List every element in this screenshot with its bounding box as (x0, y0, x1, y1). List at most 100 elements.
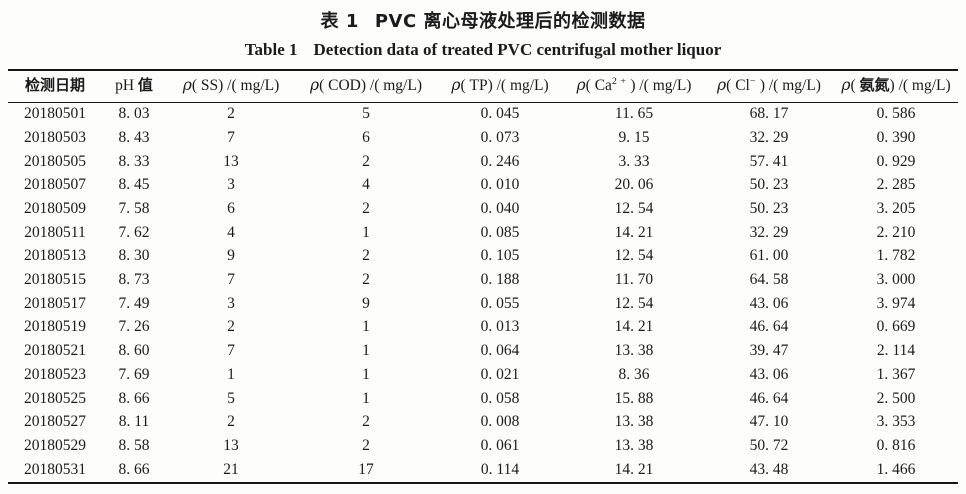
value-cell: 8. 30 (118, 247, 150, 265)
value-cell: 0. 010 (480, 176, 520, 194)
value-cell: 0. 816 (876, 436, 916, 454)
value-cell: 0. 390 (876, 128, 916, 146)
value-cell: 8. 66 (118, 389, 150, 407)
date-cell: 20180505 (24, 152, 86, 170)
value-cell: 32. 29 (749, 223, 789, 241)
value-cell: 1 (227, 365, 235, 383)
value-cell: 39. 47 (749, 342, 789, 360)
value-cell: 0. 061 (480, 436, 520, 454)
column-header: pH 值 (102, 70, 166, 102)
value-cell: 6 (362, 128, 370, 146)
value-cell: 9 (362, 294, 370, 312)
value-cell: 0. 045 (480, 105, 520, 123)
value-cell: 4 (227, 223, 235, 241)
table-row: 20180523 7. 69 1 1 0. 021 8. 36 43. 06 1. 367 (8, 363, 958, 387)
value-cell: 61. 00 (749, 247, 789, 265)
value-cell: 3 (227, 294, 235, 312)
date-cell: 20180507 (24, 176, 86, 194)
header-text: ) /( mg/L) (755, 77, 821, 95)
value-cell: 0. 105 (480, 247, 520, 265)
value-cell: 0. 055 (480, 294, 520, 312)
value-cell: 11. 65 (614, 105, 654, 123)
column-header: ρ( Cl− ) /( mg/L) (704, 70, 834, 102)
value-cell: 1. 466 (876, 460, 916, 478)
date-cell: 20180523 (24, 365, 86, 383)
value-cell: 50. 72 (749, 436, 789, 454)
column-header: ρ( SS) /( mg/L) (166, 70, 296, 102)
value-cell: 8. 60 (118, 342, 150, 360)
value-cell: 14. 21 (614, 223, 654, 241)
value-cell: 13. 38 (614, 342, 654, 360)
value-cell: 2. 210 (876, 223, 916, 241)
date-cell: 20180531 (24, 460, 86, 478)
value-cell: 3. 353 (876, 413, 916, 431)
value-cell: 3. 000 (876, 271, 916, 289)
value-cell: 4 (362, 176, 370, 194)
value-cell: 0. 586 (876, 105, 916, 123)
header-text: 氨氮 (859, 76, 890, 95)
value-cell: 9 (227, 247, 235, 265)
value-cell: 50. 23 (749, 176, 789, 194)
date-cell: 20180509 (24, 200, 86, 217)
value-cell: 8. 66 (118, 460, 150, 478)
value-cell: 20. 06 (614, 176, 654, 194)
header-text: ) /( mg/L) (626, 77, 692, 95)
table-row: 20180525 8. 66 5 1 0. 058 15. 88 46. 64 2. 500 (8, 387, 958, 411)
value-cell: 8. 11 (118, 413, 150, 431)
value-cell: 3. 33 (618, 152, 650, 170)
table-row: 20180507 8. 45 3 4 0. 010 20. 06 50. 23 2. 285 (8, 174, 958, 198)
value-cell: 8. 58 (118, 436, 150, 454)
value-cell: 1 (362, 365, 370, 383)
date-cell: 20180525 (24, 389, 86, 407)
table-row: 20180519 7. 26 2 1 0. 013 14. 21 46. 64 0. 669 (8, 316, 958, 340)
value-cell: 0. 073 (480, 128, 520, 146)
header-text: ( TP) /( mg/L) (460, 77, 549, 95)
value-cell: 1 (362, 389, 370, 407)
rho-symbol: ρ (576, 76, 586, 95)
table-row: 20180527 8. 11 2 2 0. 008 13. 38 47. 10 3. 353 (8, 411, 958, 435)
value-cell: 5 (227, 389, 235, 407)
value-cell: 2 (362, 247, 370, 265)
table-row: 20180509 7. 58 6 2 0. 040 12. 54 50. 23 3. 205 (8, 198, 958, 222)
header-text: 值 (137, 76, 153, 95)
caption-en-title: Detection data of treated PVC centrifuga… (313, 40, 722, 59)
value-cell: 12. 54 (614, 294, 654, 312)
header-text: ( COD) /( mg/L) (319, 77, 422, 95)
value-cell: 7. 49 (118, 294, 150, 312)
column-header: 检测日期 (8, 70, 102, 102)
table-row: 20180517 7. 49 3 9 0. 055 12. 54 43. 06 3. 974 (8, 292, 958, 316)
column-header: ρ( COD) /( mg/L) (296, 70, 436, 102)
column-header: ρ( Ca2 + ) /( mg/L) (564, 70, 704, 102)
value-cell: 46. 64 (749, 318, 789, 336)
table-caption-en: Table 1 Detection data of treated PVC cen… (0, 40, 966, 60)
column-header: ρ( 氨氮) /( mg/L) (834, 70, 958, 102)
value-cell: 14. 21 (614, 318, 654, 336)
header-text: ( Ca (585, 77, 612, 95)
header-text: ( Cl (726, 77, 750, 95)
rho-symbol: ρ (841, 76, 851, 95)
value-cell: 2 (362, 271, 370, 289)
value-cell: 14. 21 (614, 460, 654, 478)
value-cell: 13. 38 (614, 436, 654, 454)
value-cell: 0. 040 (480, 200, 520, 217)
caption-zh-label: 表 1 (320, 11, 359, 32)
value-cell: 0. 188 (480, 271, 520, 289)
table-row: 20180505 8. 33 13 2 0. 246 3. 33 57. 41 0. 929 (8, 150, 958, 174)
rho-symbol: ρ (717, 76, 727, 95)
value-cell: 1. 782 (876, 247, 916, 265)
date-cell: 20180503 (24, 128, 86, 146)
value-cell: 2 (227, 413, 235, 431)
rho-symbol: ρ (182, 76, 192, 95)
rho-symbol: ρ (451, 76, 461, 95)
table-row: 20180511 7. 62 4 1 0. 085 14. 21 32. 29 2. 210 (8, 221, 958, 245)
table-row: 20180521 8. 60 7 1 0. 064 13. 38 39. 47 2. 114 (8, 340, 958, 364)
value-cell: 13 (223, 152, 239, 170)
caption-zh-title: PVC 离心母液处理后的检测数据 (374, 11, 646, 32)
date-cell: 20180519 (24, 318, 86, 336)
value-cell: 3. 974 (876, 294, 916, 312)
rho-symbol: ρ (309, 76, 320, 95)
value-cell: 47. 10 (749, 413, 789, 431)
value-cell: 17 (358, 460, 374, 478)
value-cell: 43. 48 (749, 460, 789, 478)
value-cell: 21 (223, 460, 239, 478)
